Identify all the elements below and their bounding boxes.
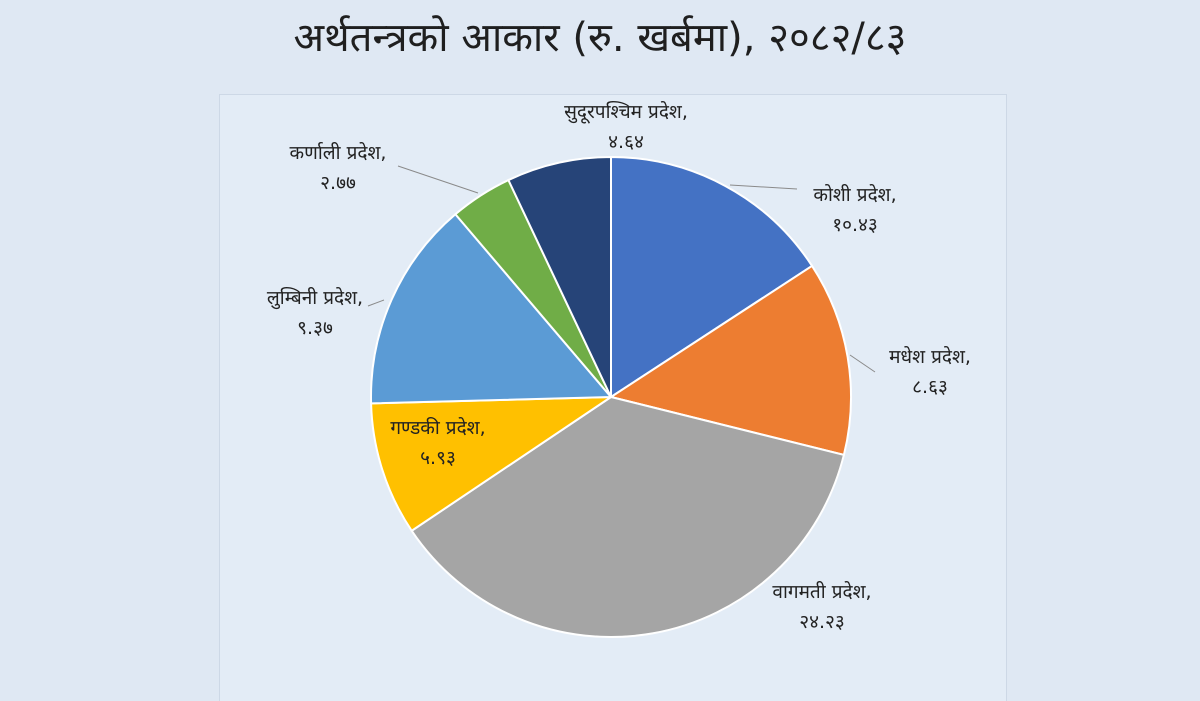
slice-label-3: वागमती प्रदेश, २४.२३ [772,580,871,633]
leader-lines [367,165,876,373]
slice-value: २.७७ [320,172,356,194]
slice-name: गण्डकी प्रदेश, [390,416,485,439]
pie-slice-7 [507,155,612,398]
slice-label-6: कर्णाली प्रदेश, २.७७ [290,141,387,194]
slice-value: ८.६३ [912,376,948,398]
slice-name: कर्णाली प्रदेश, [290,141,387,164]
leader-line-6 [397,165,479,194]
slice-label-5: लुम्बिनी प्रदेश, ९.३७ [267,286,363,339]
data-labels: कोशी प्रदेश, १०.४३ मधेश प्रदेश, ८.६३ वागमती … [267,100,971,633]
pie-slice-5 [370,212,614,405]
pie-slice-2 [608,264,852,457]
pie-slice-4 [370,395,615,533]
slice-value: ५.९३ [420,447,456,469]
pie-slice-1 [610,155,814,399]
slice-label-4: गण्डकी प्रदेश, ५.९३ [390,416,485,469]
pie-slice-3 [410,395,846,638]
slice-value: २४.२३ [799,611,845,633]
slice-label-2: मधेश प्रदेश, ८.६३ [889,345,971,398]
slice-name: सुदूरपश्चिम प्रदेश, [564,100,688,124]
slice-value: ४.६४ [608,131,644,153]
slice-name: मधेश प्रदेश, [889,345,971,368]
slice-name: वागमती प्रदेश, [772,580,871,603]
leader-line-2 [849,354,876,373]
slice-value: १०.४३ [832,214,878,236]
slice-name: कोशी प्रदेश, [813,183,896,206]
slice-label-7: सुदूरपश्चिम प्रदेश, ४.६४ [564,100,688,153]
chart-title: अर्थतन्त्रको आकार (रु. खर्बमा), २०८२/८३ [293,15,907,61]
slice-name: लुम्बिनी प्रदेश, [267,286,363,310]
leader-line-1 [729,184,798,190]
leader-line-5 [367,299,385,307]
pie-slices [370,155,852,638]
slice-value: ९.३७ [297,317,333,339]
slice-label-1: कोशी प्रदेश, १०.४३ [813,183,896,236]
